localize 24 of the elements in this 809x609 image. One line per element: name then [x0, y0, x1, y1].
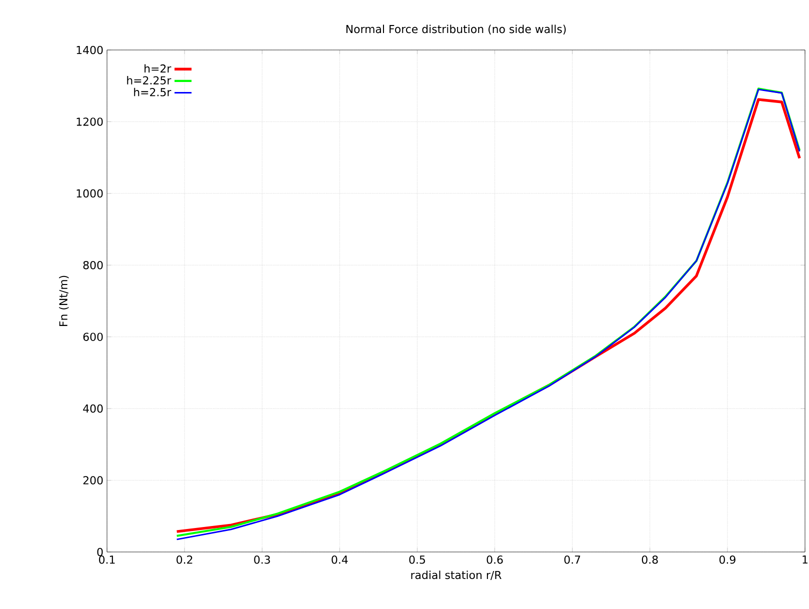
y-tick-label: 800 [83, 260, 103, 270]
x-tick-label: 0.5 [409, 556, 425, 564]
y-tick-label: 1200 [76, 118, 103, 126]
x-tick-label: 0.1 [99, 556, 115, 564]
y-tick-label: 1400 [76, 46, 103, 54]
y-tick-label: 1000 [76, 189, 103, 198]
x-tick-label: 0.8 [642, 556, 658, 564]
x-tick-label: 0.7 [564, 556, 580, 564]
x-tick-label: 0.4 [332, 556, 348, 564]
chart-title: Normal Force distribution (no side walls) [346, 24, 566, 34]
legend-label: h=2.5r [134, 88, 172, 96]
y-tick-label: 0 [97, 548, 103, 556]
x-axis-title: radial station r/R [411, 570, 502, 580]
x-tick-label: 0.6 [486, 556, 503, 564]
y-tick-label: 600 [83, 332, 103, 341]
x-tick-label: 0.2 [176, 556, 192, 564]
x-tick-label: 0.3 [254, 556, 270, 564]
legend-label: h=2.25r [127, 76, 172, 84]
y-tick-label: 400 [83, 404, 103, 413]
y-tick-label: 200 [83, 476, 103, 484]
x-tick-label: 1 [802, 556, 808, 564]
legend-label: h=2r [144, 64, 172, 73]
y-axis-title: Fn (Nt/m) [59, 276, 69, 326]
x-tick-label: 0.9 [719, 556, 736, 564]
